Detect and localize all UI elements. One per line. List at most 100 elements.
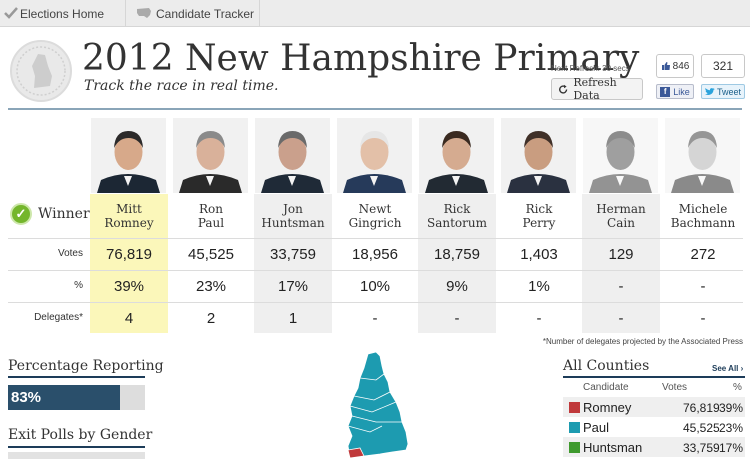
candidate-pct: 23% — [195, 278, 227, 295]
column-stripe — [254, 194, 332, 333]
candidate-first-name: Rick — [525, 202, 553, 216]
facebook-like-widget: 846 f Like — [656, 54, 694, 99]
map-county-paul — [351, 415, 402, 423]
tab-candidate-tracker-label: Candidate Tracker — [156, 6, 255, 21]
map-county-paul — [353, 391, 391, 401]
candidate-votes: 272 — [690, 246, 716, 263]
candidate-pct: 1% — [528, 278, 550, 295]
county-candidate-pct: 23% — [718, 421, 743, 435]
candidate-votes: 76,819 — [106, 246, 152, 263]
winner-column-highlight — [90, 194, 168, 333]
candidate-name: Ron Paul — [172, 198, 250, 234]
candidate-delegates: 2 — [206, 310, 216, 327]
candidate-photo — [255, 118, 330, 193]
pct-row-label: % — [74, 280, 83, 291]
candidate-last-name: Cain — [607, 216, 635, 230]
checkmark-icon — [4, 7, 18, 19]
reporting-divider — [8, 376, 145, 378]
tab-elections-home-label: Elections Home — [20, 6, 105, 21]
candidate-first-name: Mitt — [116, 202, 142, 216]
candidate-pct: 39% — [113, 278, 145, 295]
delegates-row-label: Delegates* — [34, 312, 83, 323]
map-county-paul — [349, 401, 397, 413]
candidate-last-name: Perry — [522, 216, 556, 230]
candidate-name: Mitt Romney — [90, 198, 168, 234]
tab-candidate-tracker[interactable]: Candidate Tracker — [126, 0, 260, 27]
candidate-name: Herman Cain — [582, 198, 660, 234]
row-divider — [8, 302, 743, 303]
twitter-widget: 321 Tweet — [701, 54, 745, 99]
facebook-icon: f — [660, 86, 671, 97]
candidate-first-name: Herman — [596, 202, 646, 216]
candidate-first-name: Michele — [678, 202, 728, 216]
refresh-icon — [559, 84, 568, 94]
counties-title: All Counties — [563, 358, 650, 374]
candidate-first-name: Rick — [443, 202, 471, 216]
next-refresh-label: Next Refresh: 30 secs — [551, 64, 630, 73]
candidate-last-name: Romney — [104, 216, 154, 230]
county-candidate-votes: 76,819 — [683, 401, 720, 415]
facebook-like-count: 846 — [656, 54, 694, 78]
facebook-count-value: 846 — [672, 60, 690, 72]
candidate-last-name: Bachmann — [670, 216, 736, 230]
map-county-paul — [347, 352, 409, 458]
candidate-color-swatch — [569, 402, 580, 413]
counties-header-votes: Votes — [662, 382, 688, 393]
column-stripe — [418, 194, 496, 333]
facebook-like-label: Like — [673, 86, 690, 97]
new-hampshire-county-map[interactable] — [330, 352, 410, 459]
candidate-name: Rick Santorum — [418, 198, 496, 234]
candidate-photo — [419, 118, 494, 193]
candidate-color-swatch — [569, 422, 580, 433]
tweet-button[interactable]: Tweet — [701, 84, 745, 99]
county-candidate-votes: 33,759 — [683, 441, 720, 455]
us-map-icon — [137, 8, 151, 18]
county-table-row[interactable]: Romney 76,819 39% — [563, 397, 745, 417]
map-county-romney — [347, 447, 365, 459]
reporting-progress-fill — [8, 385, 120, 410]
candidate-pct: 10% — [359, 278, 391, 295]
candidate-votes: 33,759 — [270, 246, 316, 263]
candidate-last-name: Gingrich — [348, 216, 402, 230]
reporting-value: 83% — [11, 389, 42, 406]
county-table-row[interactable]: Huntsman 33,759 17% — [563, 437, 745, 457]
candidate-delegates: 1 — [288, 310, 298, 327]
candidate-first-name: Jon — [283, 202, 303, 216]
facebook-like-button[interactable]: f Like — [656, 84, 694, 99]
county-candidate-name: Paul — [583, 420, 610, 435]
see-all-counties-link[interactable]: See All › — [712, 364, 744, 373]
candidate-delegates: - — [618, 310, 624, 327]
exit-polls-divider — [8, 446, 145, 448]
candidate-delegates: 4 — [124, 310, 134, 327]
candidate-votes: 18,759 — [434, 246, 480, 263]
candidate-pct: 17% — [277, 278, 309, 295]
exit-polls-bar — [8, 452, 145, 459]
tab-elections-home[interactable]: Elections Home — [0, 0, 126, 27]
candidate-name: Michele Bachmann — [664, 198, 742, 234]
refresh-data-button[interactable]: Refresh Data — [551, 76, 643, 102]
candidate-pct: 9% — [446, 278, 468, 295]
reporting-title: Percentage Reporting — [8, 358, 164, 374]
map-county-paul — [359, 373, 385, 381]
candidate-delegates: - — [372, 310, 378, 327]
counties-divider — [563, 376, 745, 378]
candidate-delegates: - — [700, 310, 706, 327]
top-nav: Elections Home Candidate Tracker — [0, 0, 750, 27]
delegates-footnote: *Number of delegates projected by the As… — [542, 337, 743, 346]
candidate-last-name: Huntsman — [261, 216, 325, 230]
candidate-photo — [337, 118, 412, 193]
row-divider — [8, 238, 743, 239]
exit-polls-title: Exit Polls by Gender — [8, 427, 153, 443]
candidate-last-name: Paul — [197, 216, 225, 230]
votes-row-label: Votes — [57, 248, 83, 259]
thumbs-up-icon — [661, 62, 670, 70]
new-hampshire-seal-icon — [10, 40, 72, 102]
tweet-label: Tweet — [716, 86, 741, 97]
candidate-name: Newt Gingrich — [336, 198, 414, 234]
twitter-bird-icon — [704, 87, 715, 95]
candidate-photo — [173, 118, 248, 193]
county-table-row[interactable]: Paul 45,525 23% — [563, 417, 745, 437]
county-candidate-pct: 17% — [718, 441, 743, 455]
county-candidate-pct: 39% — [718, 401, 743, 415]
candidate-first-name: Newt — [358, 202, 392, 216]
